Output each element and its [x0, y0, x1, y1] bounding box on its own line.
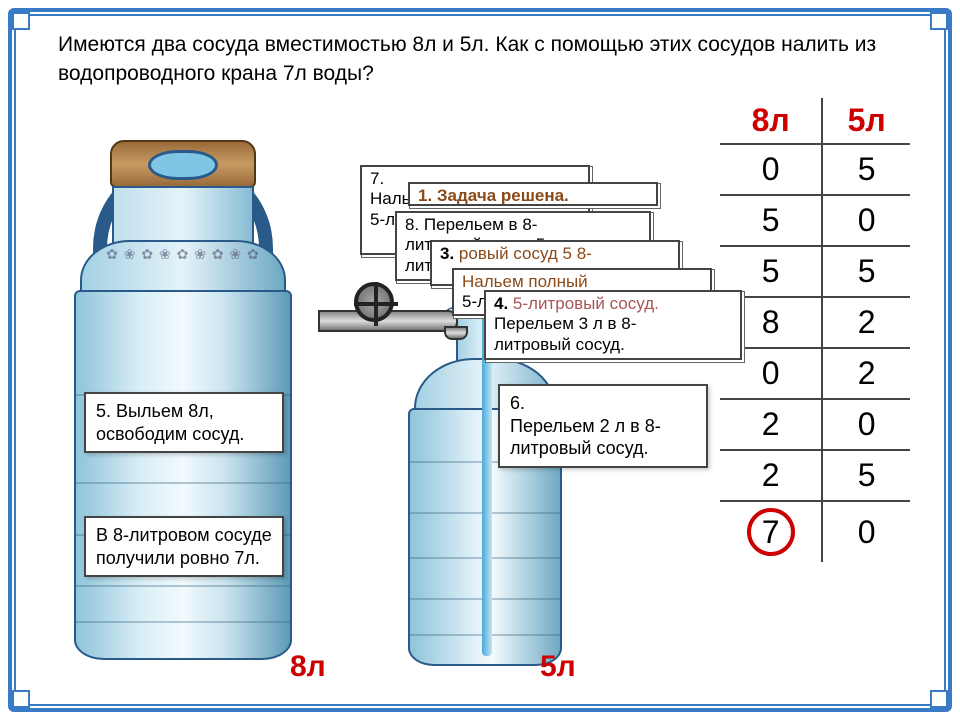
cell: 5: [720, 195, 822, 246]
corner-deco: [930, 690, 948, 708]
cell: 2: [822, 297, 910, 348]
can-handle-grip: [148, 150, 218, 180]
can-neck: [112, 186, 254, 246]
stack-card-4: 4. 5-литровый сосуд. Перельем 3 л в 8- л…: [484, 290, 742, 360]
cell: 0: [720, 144, 822, 195]
cell: 5: [822, 246, 910, 297]
cell: 5: [822, 450, 910, 501]
cell: 2: [822, 348, 910, 399]
corner-deco: [930, 12, 948, 30]
problem-text: Имеются два сосуда вместимостью 8л и 5л.…: [58, 30, 902, 89]
col-8l-header: 8л: [720, 98, 822, 144]
callout-result: В 8-литровом сосуде получили ровно 7л.: [84, 516, 284, 577]
can-body: [74, 290, 292, 660]
cell: 5: [822, 144, 910, 195]
callout-step-6: 6. Перельем 2 л в 8-литровый сосуд.: [498, 384, 708, 468]
faucet: [318, 288, 468, 348]
cell-final: 7: [720, 501, 822, 562]
cell: 2: [720, 450, 822, 501]
water-stream: [482, 310, 492, 656]
circled-answer: 7: [747, 508, 795, 556]
stack-card-zadacha: 1. Задача решена.: [408, 182, 658, 206]
callout-step-5: 5. Выльем 8л, освободим сосуд.: [84, 392, 284, 453]
can-ornament: ✿ ❀ ✿ ❀ ✿ ❀ ✿ ❀ ✿: [90, 246, 276, 272]
label-8l: 8л: [290, 650, 326, 684]
cell: 0: [822, 399, 910, 450]
col-5l-header: 5л: [822, 98, 910, 144]
faucet-spout: [444, 326, 468, 340]
solution-table: 8л 5л 05 50 55 82 02 20 25 7 0: [720, 98, 910, 562]
label-5l: 5л: [540, 650, 576, 684]
faucet-valve-icon: [354, 282, 394, 322]
corner-deco: [12, 12, 30, 30]
cell: 0: [822, 195, 910, 246]
cell: 0: [822, 501, 910, 562]
corner-deco: [12, 690, 30, 708]
cell: 2: [720, 399, 822, 450]
